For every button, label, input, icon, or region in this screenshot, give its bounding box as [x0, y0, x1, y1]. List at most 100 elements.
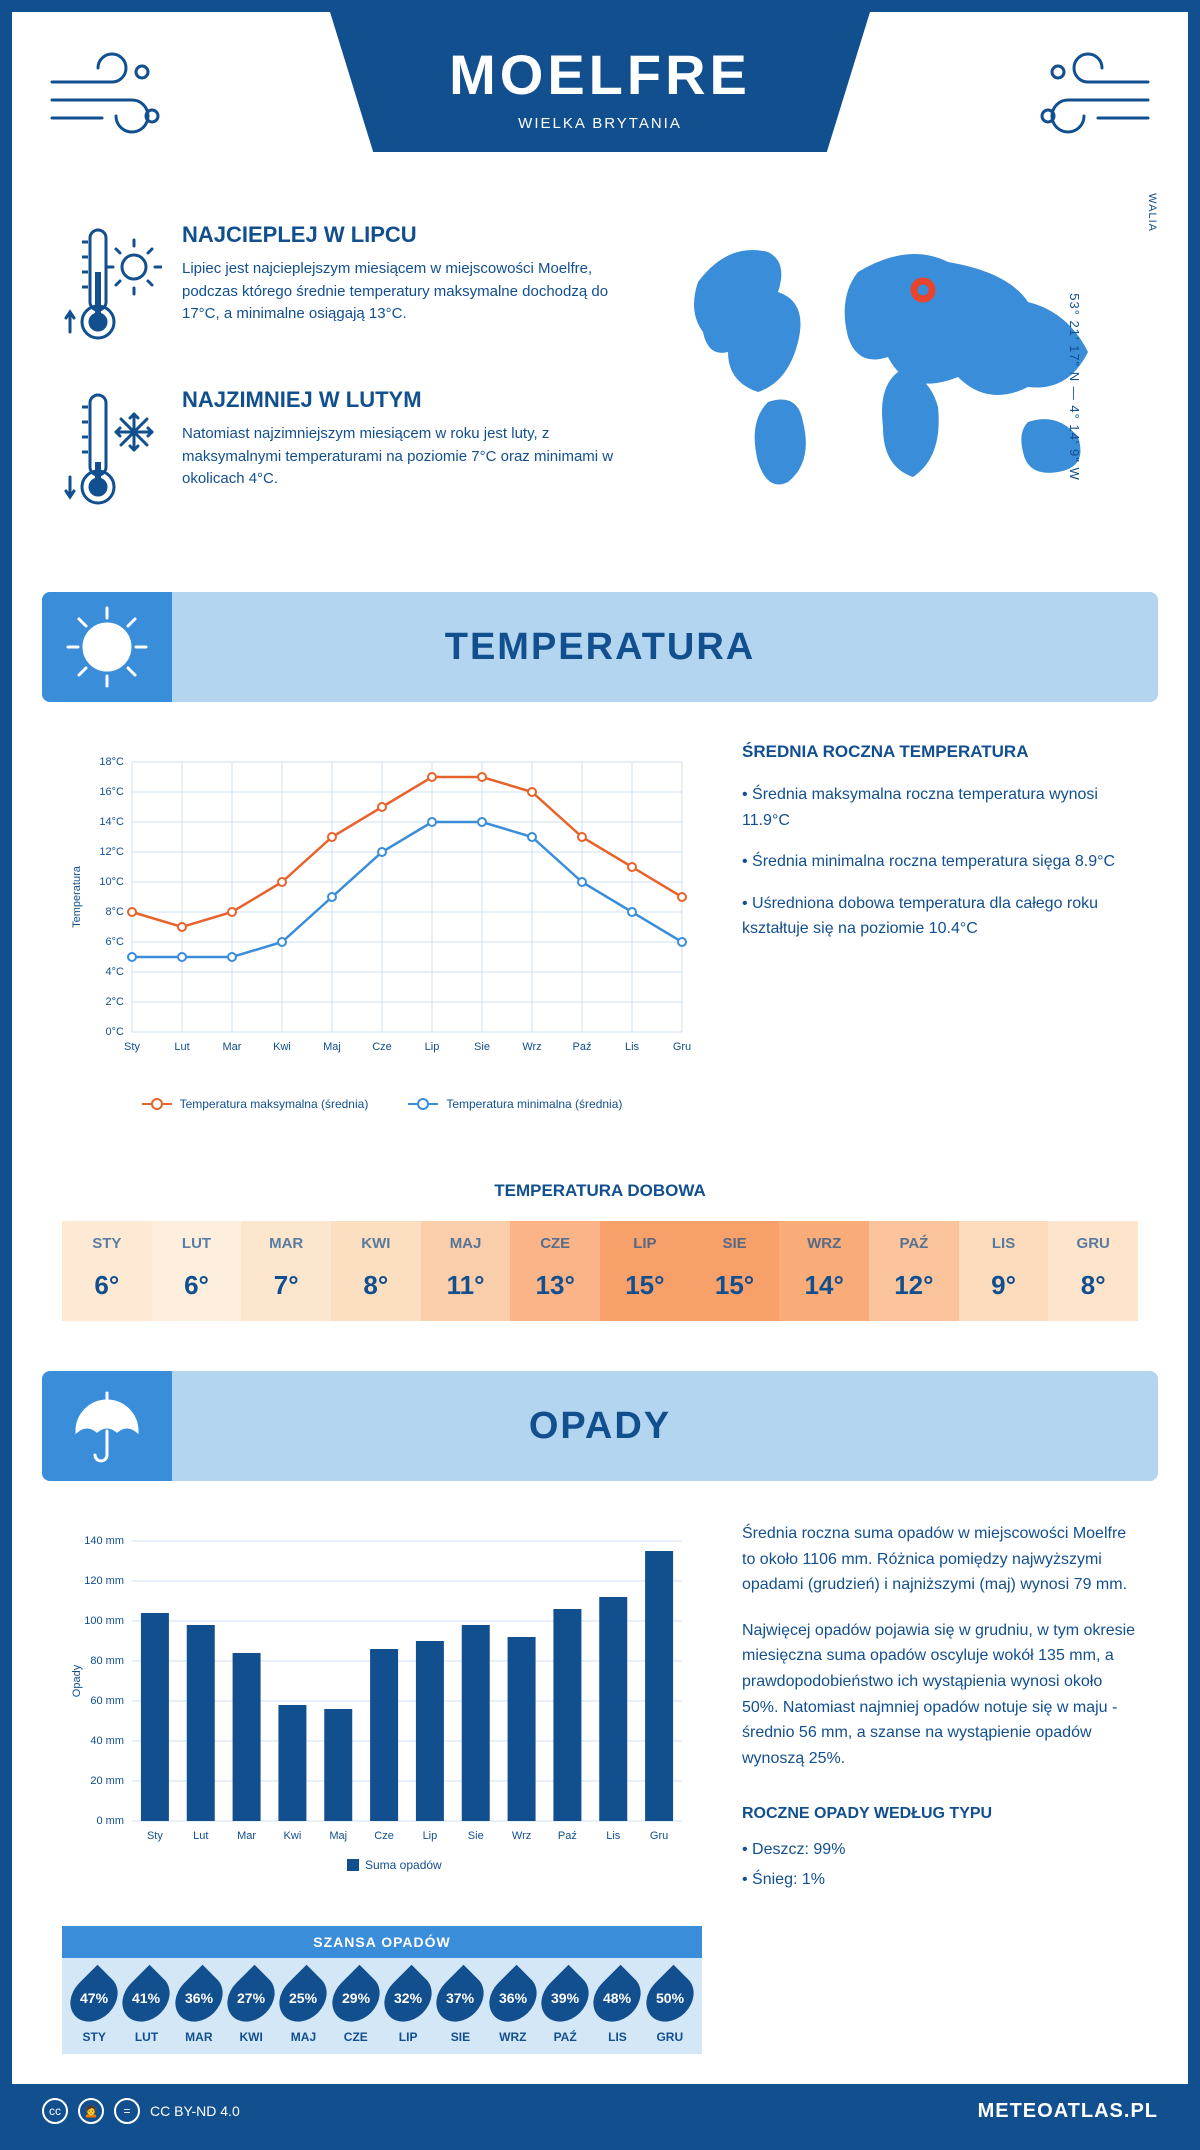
daily-temp-cell: KWI 8° [331, 1221, 421, 1321]
svg-text:Lip: Lip [425, 1041, 440, 1053]
daily-month-label: SIE [690, 1235, 780, 1252]
chance-cell: 37%SIE [434, 1972, 486, 2044]
chance-month-label: LIP [382, 2030, 434, 2044]
precip-type-heading: ROCZNE OPADY WEDŁUG TYPU [742, 1801, 1138, 1827]
svg-text:Sty: Sty [124, 1041, 140, 1053]
svg-text:Suma opadów: Suma opadów [365, 1858, 442, 1872]
raindrop-icon: 48% [584, 1965, 650, 2031]
daily-temp-value: 15° [600, 1270, 690, 1301]
svg-text:Maj: Maj [323, 1041, 341, 1053]
daily-month-label: WRZ [779, 1235, 869, 1252]
chance-cell: 27%KWI [225, 1972, 277, 2044]
intro-text-column: NAJCIEPLEJ W LIPCU Lipiec jest najcieple… [62, 222, 628, 552]
svg-text:Lut: Lut [174, 1041, 189, 1053]
chance-month-label: LIS [591, 2030, 643, 2044]
chance-cell: 48%LIS [591, 1972, 643, 2044]
temp-info-bullet: • Uśredniona dobowa temperatura dla całe… [742, 891, 1138, 942]
coldest-text: Natomiast najzimniejszym miesiącem w rok… [182, 423, 628, 491]
chance-value: 36% [185, 1990, 213, 2006]
chance-cell: 36% MAR [173, 1972, 225, 2044]
warmest-heading: NAJCIEPLEJ W LIPCU [182, 222, 628, 248]
chance-heading: SZANSA OPADÓW [62, 1926, 702, 1958]
temperature-info: ŚREDNIA ROCZNA TEMPERATURA • Średnia mak… [742, 742, 1138, 1111]
site-name: METEOATLAS.PL [978, 2100, 1158, 2123]
daily-month-label: LIP [600, 1235, 690, 1252]
thermometer-cold-icon [62, 387, 162, 522]
chance-month-label: CZE [330, 2030, 382, 2044]
daily-temp-value: 11° [421, 1270, 511, 1301]
daily-temp-cell: LIS9° [959, 1221, 1049, 1321]
temp-info-bullet: • Średnia maksymalna roczna temperatura … [742, 782, 1138, 833]
chance-month-label: WRZ [487, 2030, 539, 2044]
svg-text:Gru: Gru [650, 1830, 668, 1842]
raindrop-icon: 36% [480, 1965, 546, 2031]
chance-month-label: MAJ [277, 2030, 329, 2044]
svg-text:Temperatura: Temperatura [71, 865, 83, 928]
svg-text:Lis: Lis [625, 1041, 640, 1053]
chance-month-label: MAR [173, 2030, 225, 2044]
coldest-block: NAJZIMNIEJ W LUTYM Natomiast najzimniejs… [62, 387, 628, 522]
daily-month-label: GRU [1048, 1235, 1138, 1252]
daily-temp-table: STY6°LUT6°MAR7°KWI8°MAJ11°CZE13°LIP15°SI… [62, 1221, 1138, 1321]
cc-icon: cc [42, 2098, 68, 2124]
svg-text:20 mm: 20 mm [90, 1775, 124, 1787]
daily-temp-cell: LUT6° [152, 1221, 242, 1321]
daily-temp-cell: WRZ 14° [779, 1221, 869, 1321]
chance-value: 41% [132, 1990, 160, 2006]
svg-text:0°C: 0°C [106, 1026, 125, 1038]
daily-temp-value: 8° [331, 1270, 421, 1301]
daily-temp-cell: GRU8° [1048, 1221, 1138, 1321]
precip-p1: Średnia roczna suma opadów w miejscowośc… [742, 1521, 1138, 1598]
temperature-section-title: TEMPERATURA [445, 626, 756, 669]
precip-info: Średnia roczna suma opadów w miejscowośc… [742, 1521, 1138, 1896]
chance-month-label: STY [68, 2030, 120, 2044]
coldest-heading: NAJZIMNIEJ W LUTYM [182, 387, 628, 413]
svg-text:Cze: Cze [374, 1830, 394, 1842]
daily-temp-cell: MAR7° [241, 1221, 331, 1321]
svg-text:Wrz: Wrz [512, 1830, 531, 1842]
raindrop-icon: 37% [427, 1965, 493, 2031]
svg-text:60 mm: 60 mm [90, 1695, 124, 1707]
daily-temp-cell: SIE 15° [690, 1221, 780, 1321]
chance-value: 27% [237, 1990, 265, 2006]
svg-text:Mar: Mar [237, 1830, 256, 1842]
raindrop-icon: 47% [61, 1965, 127, 2031]
svg-text:Sie: Sie [468, 1830, 484, 1842]
chance-value: 36% [499, 1990, 527, 2006]
daily-temp-value: 12° [869, 1270, 959, 1301]
raindrop-icon: 36% [166, 1965, 232, 2031]
temperature-line-chart: 0°C2°C4°C6°C8°C10°C12°C14°C16°C18°CStyLu… [62, 742, 702, 1111]
legend-max-label: Temperatura maksymalna (średnia) [180, 1097, 369, 1111]
svg-text:14°C: 14°C [99, 816, 124, 828]
footer: cc 🙍 = CC BY-ND 4.0 METEOATLAS.PL [12, 2084, 1188, 2138]
chance-month-label: PAŹ [539, 2030, 591, 2044]
precip-chance-strip: SZANSA OPADÓW 47%STY41%LUT36%MAR27%KWI25… [62, 1926, 702, 2054]
daily-temp-cell: PAŹ12° [869, 1221, 959, 1321]
daily-month-label: KWI [331, 1235, 421, 1252]
svg-text:Sty: Sty [147, 1830, 163, 1842]
svg-text:40 mm: 40 mm [90, 1735, 124, 1747]
chance-value: 29% [342, 1990, 370, 2006]
precip-bar-chart: 0 mm20 mm40 mm60 mm80 mm100 mm120 mm140 … [62, 1521, 702, 1896]
daily-temp-value: 14° [779, 1270, 869, 1301]
svg-text:Paź: Paź [558, 1830, 577, 1842]
by-icon: 🙍 [78, 2098, 104, 2124]
chance-cell: 36% WRZ [487, 1972, 539, 2044]
precip-content: 0 mm20 mm40 mm60 mm80 mm100 mm120 mm140 … [12, 1481, 1188, 1916]
svg-text:Lut: Lut [193, 1830, 208, 1842]
svg-text:12°C: 12°C [99, 846, 124, 858]
svg-text:Kwi: Kwi [284, 1830, 302, 1842]
svg-text:Sie: Sie [474, 1041, 490, 1053]
daily-month-label: MAJ [421, 1235, 511, 1252]
chance-month-label: LUT [120, 2030, 172, 2044]
daily-temp-cell: LIP 15° [600, 1221, 690, 1321]
svg-text:Maj: Maj [329, 1830, 347, 1842]
svg-text:16°C: 16°C [99, 786, 124, 798]
svg-text:Mar: Mar [223, 1041, 242, 1053]
chance-value: 50% [656, 1990, 684, 2006]
daily-temp-value: 15° [690, 1270, 780, 1301]
precip-p2: Najwięcej opadów pojawia się w grudniu, … [742, 1618, 1138, 1772]
wind-icon-left [42, 42, 172, 147]
legend-min-label: Temperatura minimalna (średnia) [446, 1097, 622, 1111]
raindrop-icon: 41% [113, 1965, 179, 2031]
